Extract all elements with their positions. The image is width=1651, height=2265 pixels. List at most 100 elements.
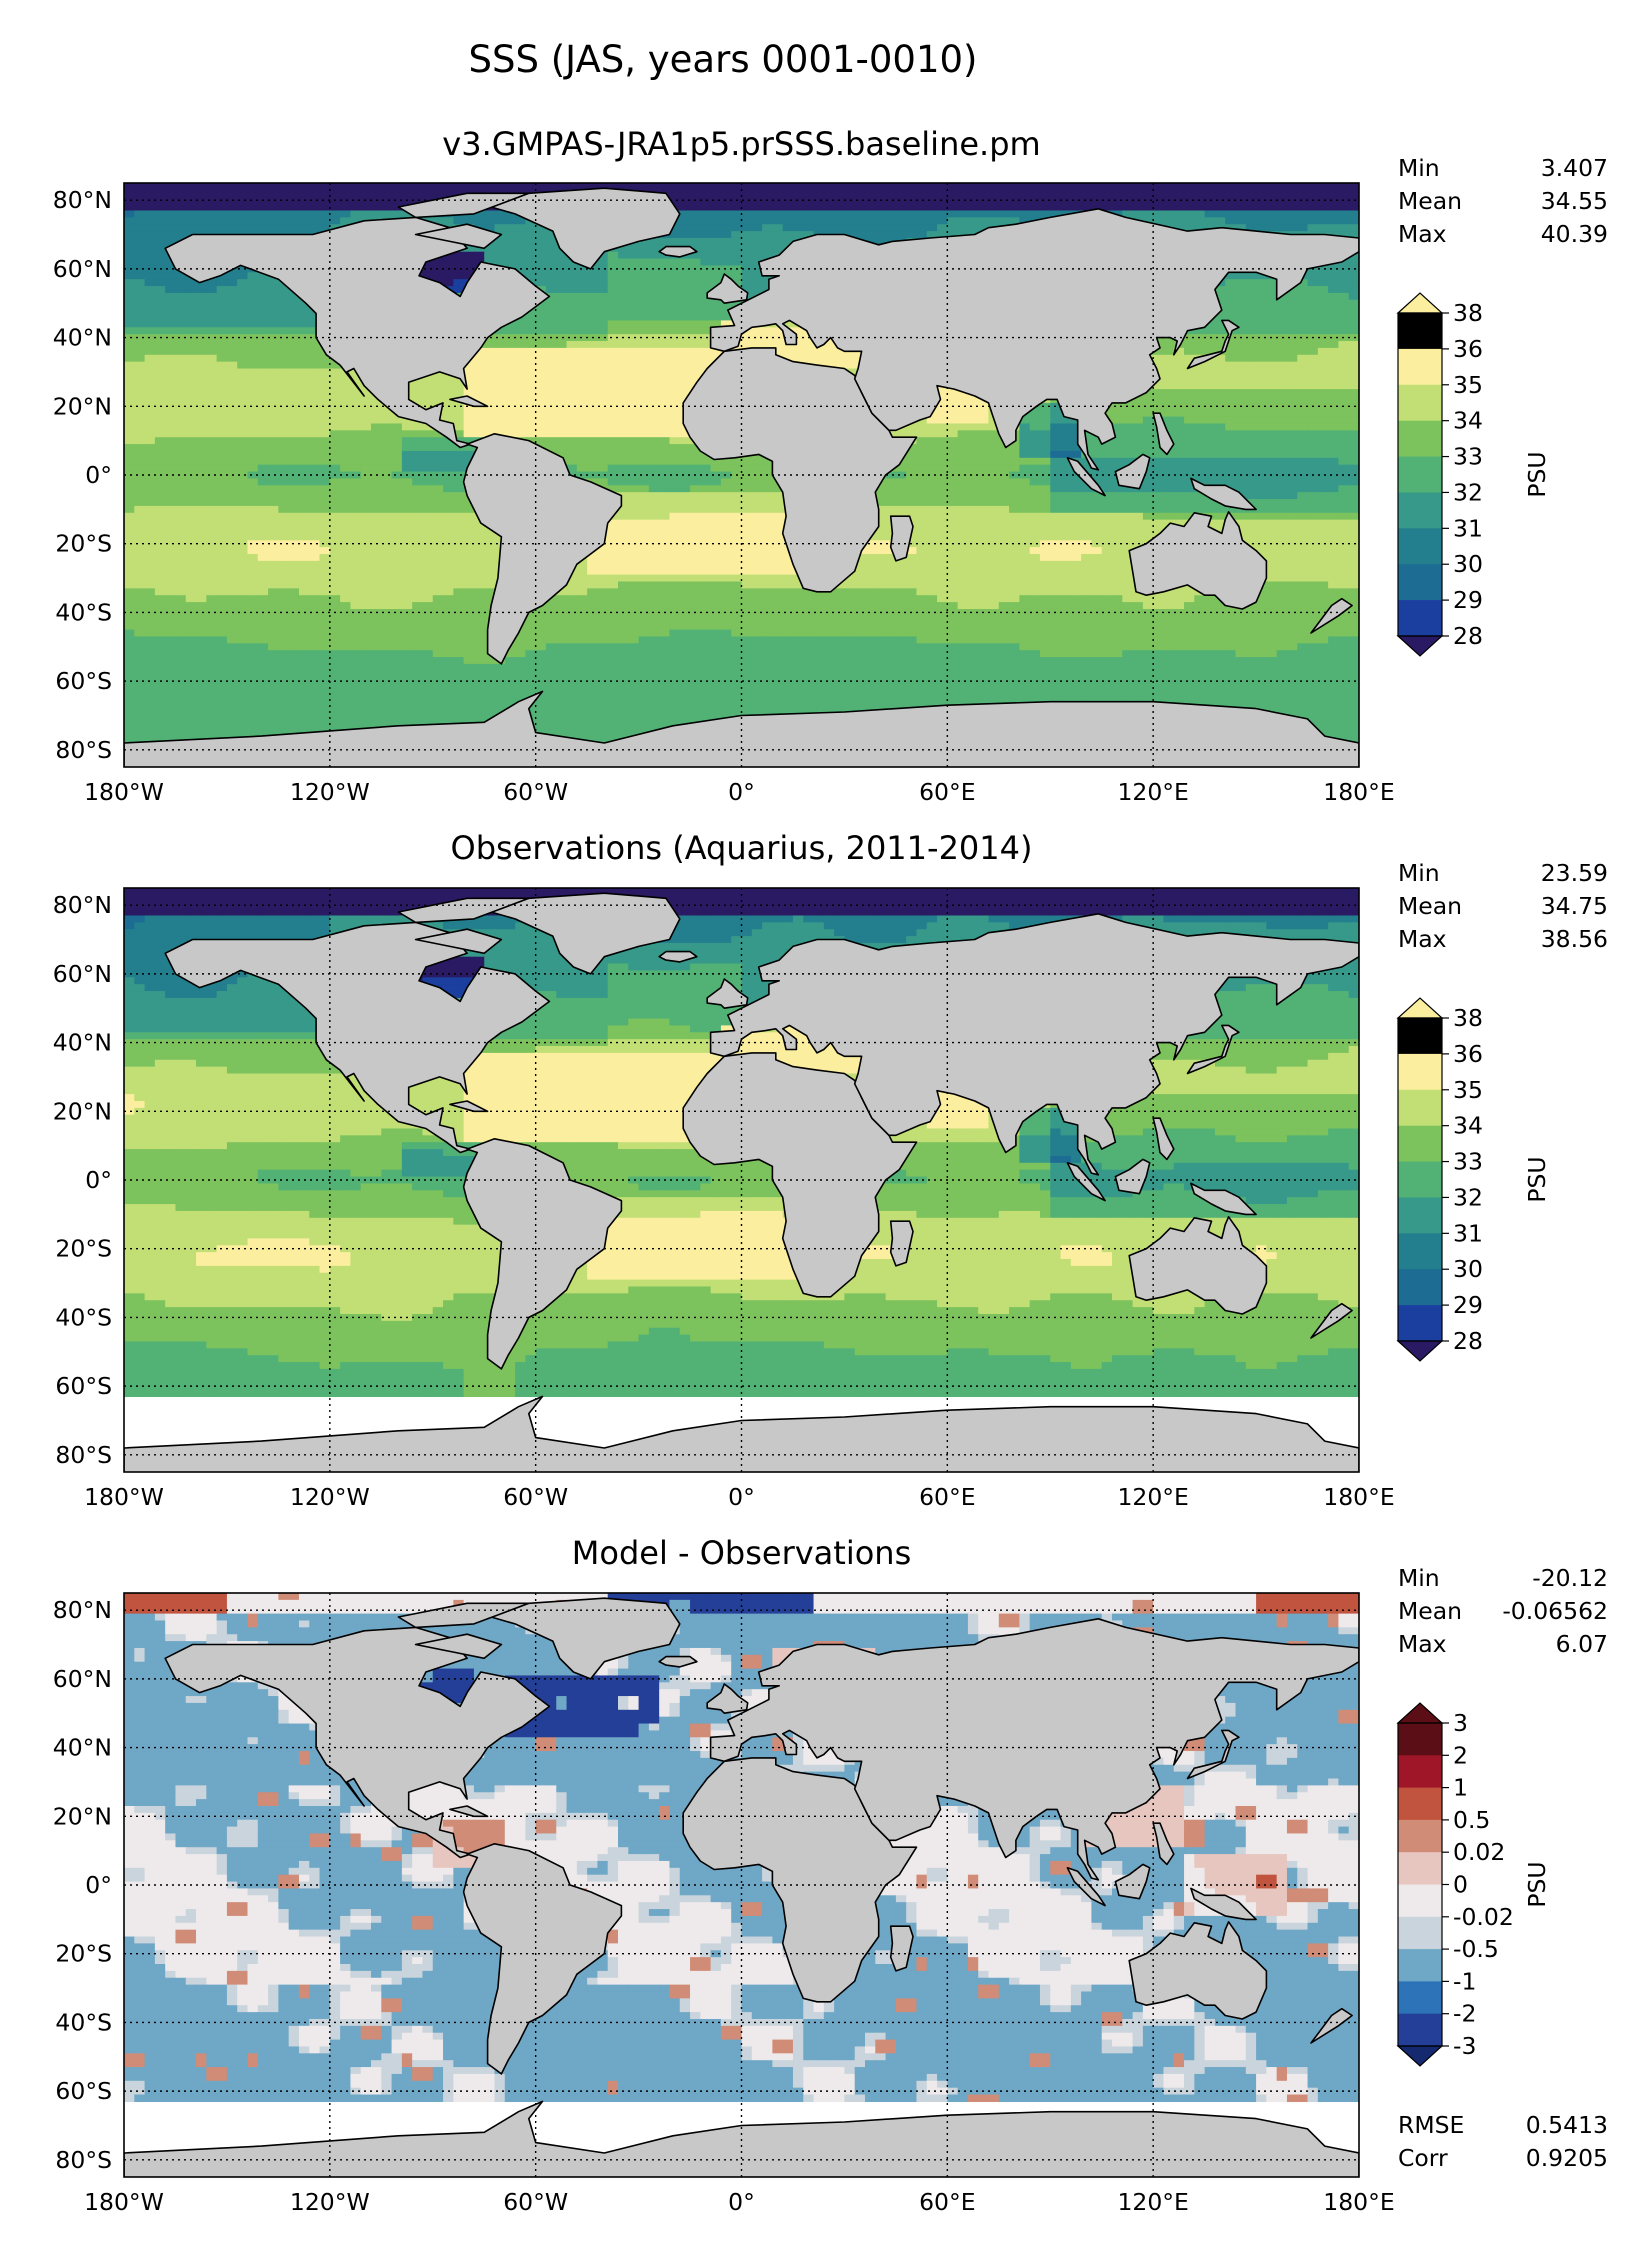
data-cell: [1184, 450, 1195, 459]
data-cell: [196, 430, 207, 438]
data-cell: [751, 457, 763, 466]
data-cell: [134, 313, 146, 322]
data-cell: [1019, 416, 1031, 425]
data-cell: [751, 244, 763, 253]
data-cell: [473, 183, 485, 191]
data-cell: [834, 354, 846, 363]
data-cell: [669, 334, 681, 342]
data-cell: [1173, 402, 1185, 411]
data-cell: [1245, 320, 1257, 328]
data-cell: [1225, 361, 1237, 370]
data-cell: [144, 210, 156, 218]
data-cell: [1235, 272, 1247, 280]
data-cell: [185, 341, 197, 349]
data-cell: [319, 224, 331, 232]
data-cell: [463, 258, 475, 267]
data-cell: [124, 183, 135, 191]
data-cell: [566, 313, 578, 322]
data-cell: [865, 210, 876, 218]
data-cell: [432, 395, 444, 404]
data-cell: [515, 382, 526, 390]
data-cell: [268, 306, 279, 315]
data-cell: [134, 189, 146, 198]
data-cell: [1060, 196, 1072, 205]
data-cell: [1328, 382, 1340, 390]
data-cell: [597, 327, 609, 335]
data-cell: [422, 265, 434, 273]
data-cell: [906, 210, 918, 218]
data-cell: [710, 279, 722, 287]
data-cell: [247, 409, 259, 418]
data-cell: [134, 430, 146, 438]
data-cell: [525, 409, 537, 418]
data-cell: [597, 265, 609, 273]
data-cell: [165, 430, 177, 438]
data-cell: [937, 203, 948, 212]
data-cell: [988, 444, 1000, 452]
data-cell: [1050, 189, 1062, 198]
data-cell: [710, 251, 722, 260]
data-cell: [628, 286, 640, 294]
data-cell: [988, 183, 1000, 191]
data-cell: [237, 196, 249, 205]
data-cell: [484, 416, 496, 425]
data-cell: [196, 368, 207, 376]
data-cell: [1214, 395, 1226, 404]
data-cell: [1101, 444, 1113, 452]
data-cell: [1122, 444, 1134, 452]
data-cell: [628, 258, 640, 267]
data-cell: [1286, 395, 1298, 404]
data-cell: [700, 272, 712, 280]
data-cell: [247, 306, 259, 315]
data-cell: [566, 389, 578, 397]
data-cell: [628, 347, 640, 356]
data-cell: [412, 464, 424, 473]
data-cell: [566, 402, 578, 411]
data-cell: [813, 196, 825, 205]
data-cell: [1317, 409, 1329, 418]
data-cell: [1091, 457, 1103, 466]
data-cell: [926, 457, 938, 466]
data-cell: [329, 361, 341, 370]
data-cell: [226, 457, 238, 466]
data-cell: [484, 334, 496, 342]
data-cell: [298, 210, 310, 218]
data-cell: [679, 224, 691, 232]
data-cell: [1225, 313, 1237, 322]
data-cell: [206, 437, 218, 445]
data-cell: [1214, 320, 1226, 328]
data-cell: [844, 217, 856, 225]
data-cell: [679, 299, 691, 308]
data-cell: [124, 416, 135, 425]
data-cell: [710, 347, 722, 356]
data-cell: [1214, 334, 1226, 342]
data-cell: [525, 313, 537, 322]
data-cell: [638, 402, 650, 411]
data-cell: [947, 231, 959, 239]
data-cell: [175, 347, 187, 356]
data-cell: [124, 306, 135, 315]
data-cell: [463, 375, 475, 383]
data-cell: [1245, 313, 1257, 322]
data-cell: [175, 203, 187, 212]
data-cell: [309, 210, 321, 218]
data-cell: [710, 244, 722, 253]
data-cell: [1348, 444, 1359, 452]
data-cell: [916, 231, 928, 239]
data-cell: [329, 444, 341, 452]
data-cell: [175, 423, 187, 431]
data-cell: [144, 279, 156, 287]
data-cell: [1122, 189, 1134, 198]
data-cell: [638, 430, 650, 438]
data-cell: [1142, 189, 1154, 198]
data-cell: [1338, 450, 1350, 459]
data-cell: [618, 382, 629, 390]
data-cell: [1286, 203, 1298, 212]
data-cell: [1204, 409, 1216, 418]
data-cell: [144, 244, 156, 253]
data-cell: [648, 389, 660, 397]
data-cell: [196, 437, 207, 445]
data-cell: [247, 457, 259, 466]
data-cell: [978, 437, 990, 445]
data-cell: [1297, 341, 1309, 349]
